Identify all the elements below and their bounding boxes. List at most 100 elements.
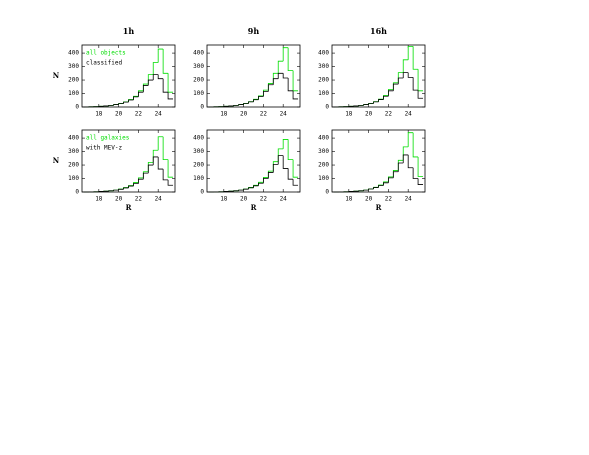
histogram-step xyxy=(368,103,374,105)
histogram-step xyxy=(402,59,409,73)
histogram-step xyxy=(363,104,369,106)
x-tick-label: 24 xyxy=(405,196,413,203)
histogram-step xyxy=(412,46,419,70)
x-tick-label: 18 xyxy=(345,196,353,203)
x-tick-label: 22 xyxy=(385,111,393,118)
y-tick-label: 200 xyxy=(68,77,79,84)
histogram-step xyxy=(243,103,249,105)
histogram-step xyxy=(238,189,244,191)
histogram-step xyxy=(118,103,124,105)
histogram-step xyxy=(287,47,294,72)
histogram-step xyxy=(142,85,149,93)
histogram-step xyxy=(287,78,294,92)
y-tick-label: 400 xyxy=(68,50,79,57)
panel-title: 9h xyxy=(248,26,260,36)
legend-entry: all galaxies xyxy=(86,135,130,142)
histogram-step xyxy=(142,172,149,180)
y-tick-label: 200 xyxy=(193,77,204,84)
legend-entry: all objects xyxy=(86,50,126,57)
histogram-step xyxy=(407,45,414,60)
histogram-step xyxy=(412,167,419,179)
histogram-step xyxy=(387,89,394,96)
histogram-step xyxy=(378,99,384,102)
histogram-step xyxy=(387,177,394,183)
histogram-step xyxy=(282,155,289,169)
histogram-step xyxy=(262,89,269,96)
histogram-step xyxy=(292,90,299,100)
y-tick-label: 300 xyxy=(68,63,79,70)
y-tick-label: 0 xyxy=(75,104,79,111)
histogram-step xyxy=(373,187,379,190)
histogram-step xyxy=(108,104,114,106)
histogram-step xyxy=(152,62,159,75)
x-tick-label: 18 xyxy=(220,111,228,118)
histogram-step xyxy=(373,101,379,104)
y-tick-label: 0 xyxy=(325,189,329,196)
x-tick-label: 20 xyxy=(240,196,248,203)
histogram-step xyxy=(383,181,389,185)
y-tick-label: 300 xyxy=(318,148,329,155)
histogram-step xyxy=(358,104,364,106)
histogram-step xyxy=(147,79,154,86)
histogram-step xyxy=(162,169,169,181)
y-tick-label: 0 xyxy=(75,189,79,196)
y-tick-label: 0 xyxy=(325,104,329,111)
histogram-step xyxy=(272,78,279,85)
x-tick-label: 22 xyxy=(385,196,393,203)
histogram-step xyxy=(267,84,274,92)
x-tick-label: 18 xyxy=(345,111,353,118)
panel-title: 1h xyxy=(123,26,135,36)
histogram-step xyxy=(383,182,389,186)
histogram-step xyxy=(262,178,269,184)
histogram-step xyxy=(167,92,174,100)
histogram-step xyxy=(258,96,264,100)
y-tick-label: 100 xyxy=(318,175,329,182)
histogram-step xyxy=(383,95,389,100)
histogram-step xyxy=(152,74,159,81)
histogram-step xyxy=(253,185,259,188)
histogram-step xyxy=(147,164,154,174)
x-tick-label: 24 xyxy=(405,111,413,118)
histogram-step xyxy=(152,156,159,166)
histogram-step xyxy=(147,161,154,172)
histogram-step xyxy=(262,91,269,97)
x-axis-label: R xyxy=(251,203,257,212)
histogram-step xyxy=(287,139,294,161)
histogram-step xyxy=(402,154,409,164)
plot-frame xyxy=(206,44,301,108)
histogram-step xyxy=(152,149,159,163)
histogram-step xyxy=(287,168,294,180)
x-tick-label: 18 xyxy=(95,196,103,203)
histogram-step xyxy=(397,77,404,85)
y-tick-label: 400 xyxy=(318,135,329,142)
histogram-step xyxy=(397,162,404,172)
histogram-step xyxy=(407,132,414,147)
y-tick-label: 300 xyxy=(193,148,204,155)
histogram-step xyxy=(137,90,144,97)
histogram-step xyxy=(378,185,384,188)
y-tick-label: 400 xyxy=(193,135,204,142)
y-tick-label: 300 xyxy=(68,148,79,155)
y-tick-label: 0 xyxy=(200,189,204,196)
histogram-step xyxy=(157,48,164,63)
histogram-step xyxy=(282,73,289,79)
histogram-step xyxy=(167,159,174,178)
histogram-step xyxy=(277,60,284,74)
y-tick-label: 100 xyxy=(318,90,329,97)
y-tick-label: 200 xyxy=(318,77,329,84)
histogram-step xyxy=(157,136,164,151)
histogram-step xyxy=(162,49,169,74)
histogram-step xyxy=(248,101,254,104)
histogram-step xyxy=(417,178,424,185)
histogram-step xyxy=(292,179,299,186)
x-tick-label: 24 xyxy=(155,111,163,118)
histogram-step xyxy=(412,132,419,158)
histogram-step xyxy=(267,172,274,179)
histogram-step xyxy=(243,188,249,191)
histogram-step xyxy=(157,74,164,80)
y-tick-label: 400 xyxy=(318,50,329,57)
y-tick-label: 300 xyxy=(193,63,204,70)
histogram-step xyxy=(128,185,134,188)
histogram-step xyxy=(233,104,239,106)
